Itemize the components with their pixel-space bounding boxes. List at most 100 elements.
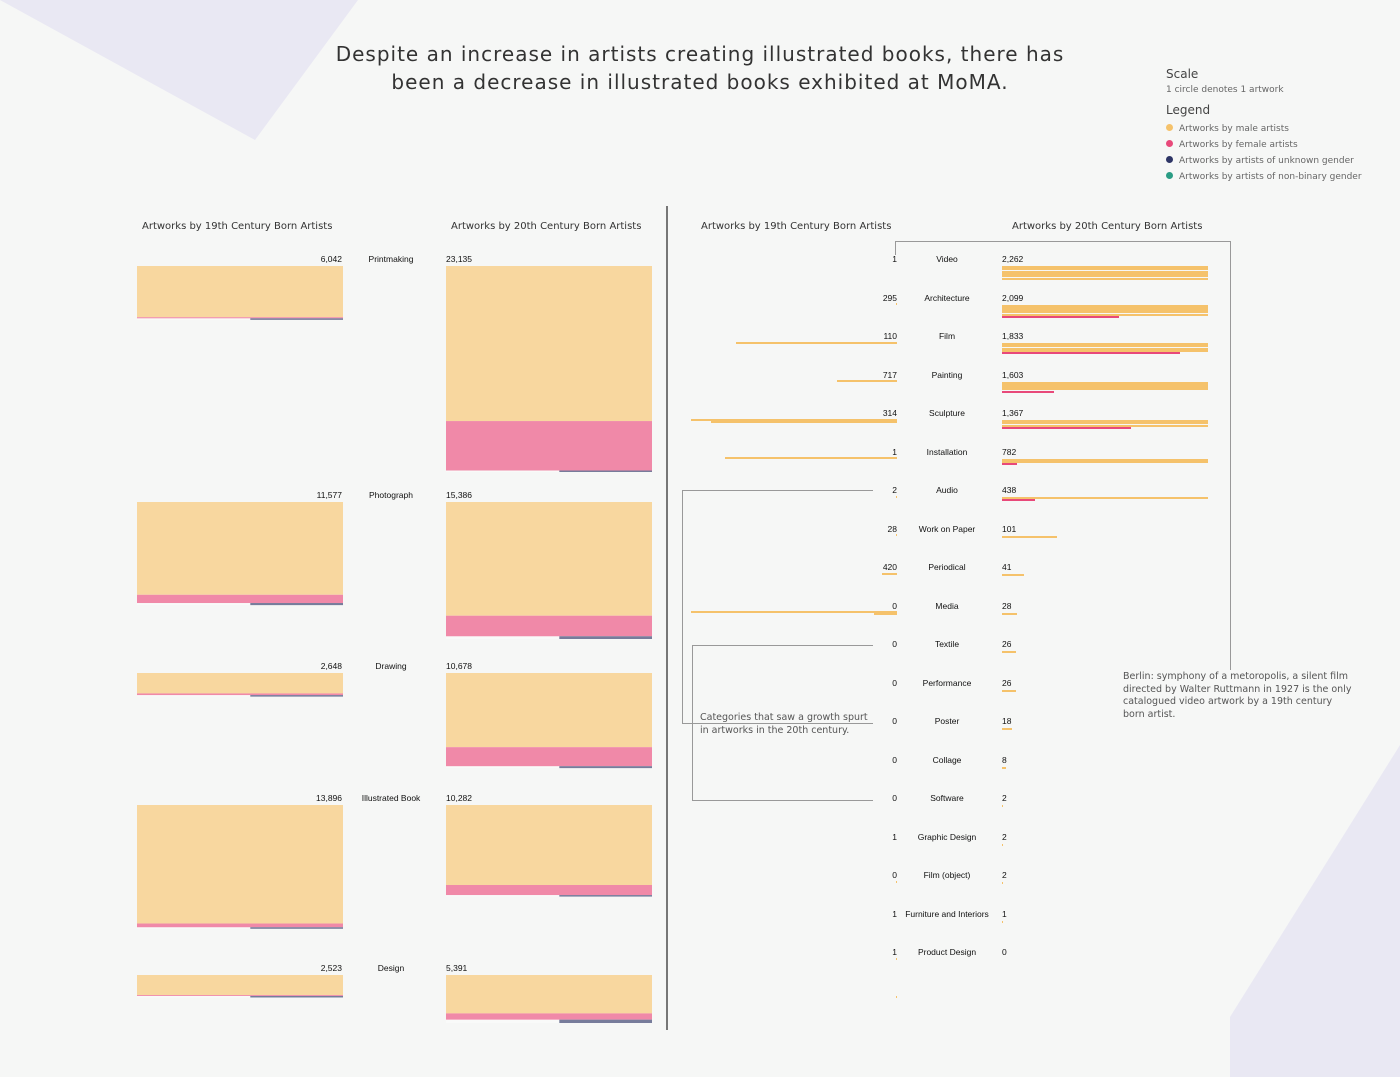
stripe-20th-video-1 [1002,268,1208,271]
stripe-19th-video-0 [896,303,897,305]
stripe-20th-installation-2 [1002,463,1018,466]
legend-item-label: Artworks by male artists [1179,124,1289,134]
stripe-20th-film-0 [1002,343,1208,345]
category-label-printmaking: Printmaking [368,254,414,264]
count-20th-work-on-paper: 101 [1002,523,1017,534]
count-20th-software: 2 [1002,793,1007,803]
waffle-19th-photograph-texture [137,502,343,606]
count-19th-painting: 717 [882,369,897,380]
count-19th-work-on-paper: 28 [887,523,897,534]
count-20th-collage: 8 [1002,754,1007,765]
count-19th-film: 110 [883,331,897,341]
category-label-periodical: Periodical [928,562,966,572]
count-20th-design: 5,391 [446,963,468,973]
scale-heading: Scale [1166,67,1199,81]
chart-title: Despite an increase in artists creating … [200,40,1200,96]
waffle-20th-drawing-texture [446,673,652,769]
waffle-19th-printmaking-texture [137,266,343,320]
count-20th-graphic-design: 2 [1002,831,1007,842]
count-20th-film: 1,833 [1002,331,1024,341]
legend-dot-icon [1166,156,1173,163]
category-label-textile: Textile [934,639,960,649]
stripe-20th-film-1 [1002,345,1208,348]
stripe-20th-architecture-3 [1002,311,1208,314]
stripe-19th-sculpture-0 [725,457,897,459]
annotation-growth-line-2: in artworks in the 20th century. [700,724,850,736]
stripe-20th-video-3 [1002,272,1208,275]
header-left-20th: Artworks by 20th Century Born Artists [451,221,642,232]
count-20th-photograph: 15,386 [446,490,472,500]
stripe-20th-film-3 [1002,349,1208,352]
stripe-20th-architecture-1 [1002,306,1208,309]
legend-item-1: Artworks by female artists [1166,137,1396,153]
legend-item-label: Artworks by artists of unknown gender [1179,156,1354,166]
stripe-19th-painting-0 [691,418,897,421]
waffle-20th-printmaking-texture [446,266,652,472]
stripe-20th-installation-1 [1002,460,1208,463]
stripe-20th-architecture-4 [1002,313,1208,316]
count-19th-software: 0 [892,793,897,803]
stripe-19th-periodical-0 [691,611,897,613]
stripe-20th-painting-2 [1002,386,1208,389]
stripe-20th-media-0 [1002,612,1018,615]
legend-dot-icon [1166,124,1173,131]
stripe-20th-painting-4 [1002,390,1054,393]
stripe-19th-product-design-0 [896,996,897,998]
background-triangle-bottom-right [1230,745,1400,1077]
stripe-20th-installation-0 [1002,458,1208,461]
count-19th-video: 1 [892,254,897,264]
stripe-20th-work-on-paper-0 [1002,535,1058,538]
category-label-drawing: Drawing [375,661,407,671]
count-20th-architecture: 2,099 [1002,292,1024,303]
stripe-20th-software-0 [1002,805,1004,807]
annotation-growth-line-1: Categories that saw a growth spurt [700,712,868,723]
background-triangle-top-left [0,0,358,140]
count-19th-sculpture: 314 [882,408,897,418]
header-left-19th: Artworks by 19th Century Born Artists [142,221,333,232]
legend-item-label: Artworks by female artists [1179,140,1298,150]
count-19th-audio: 2 [892,485,897,495]
stripe-20th-painting-3 [1002,388,1208,391]
count-19th-textile: 0 [892,639,897,649]
waffle-20th-photograph [446,502,652,640]
count-20th-video: 2,262 [1002,254,1024,264]
count-19th-drawing: 2,648 [320,661,342,671]
stripe-20th-periodical-0 [1002,574,1025,576]
count-19th-collage: 0 [892,754,897,765]
waffle-20th-drawing [446,673,652,769]
stripe-20th-sculpture-2 [1002,424,1208,427]
waffle-20th-photograph-texture [446,502,652,640]
stripe-20th-painting-1 [1002,383,1208,386]
category-label-film-object-: Film (object) [923,870,971,880]
stripe-20th-sculpture-1 [1002,422,1208,425]
stripe-20th-painting-0 [1002,381,1208,384]
count-19th-performance: 0 [892,677,897,688]
stripe-20th-video-0 [1002,266,1208,268]
count-20th-audio: 438 [1002,485,1017,495]
category-label-video: Video [936,254,958,264]
category-label-software: Software [930,793,964,803]
header-right-20th: Artworks by 20th Century Born Artists [1012,221,1203,232]
count-20th-furniture-and-interiors: 1 [1002,908,1007,919]
legend-items: Artworks by male artists Artworks by fema… [1166,121,1396,185]
stripe-20th-film-object--0 [1002,882,1004,884]
category-label-media: Media [935,600,959,611]
waffle-19th-illustrated-book [137,805,343,929]
legend-dot-icon [1166,140,1173,147]
stripe-19th-installation-0 [896,495,897,498]
count-19th-photograph: 11,577 [316,490,342,500]
stripe-20th-audio-0 [1002,497,1208,499]
category-label-design: Design [377,963,405,973]
waffle-19th-drawing-texture [137,673,343,697]
legend-item-3: Artworks by artists of non-binary gender [1166,169,1396,185]
stripe-20th-graphic-design-0 [1002,843,1004,846]
stripe-20th-architecture-2 [1002,309,1208,312]
category-label-installation: Installation [926,446,968,457]
annotation-berlin-line-3: catalogued video artwork by a 19th centu… [1123,696,1333,707]
count-19th-architecture: 295 [882,292,897,303]
stripe-20th-film-4 [1002,352,1180,355]
waffle-20th-design-texture [446,975,652,1024]
count-20th-illustrated-book: 10,282 [446,793,472,803]
stripe-20th-video-5 [1002,277,1208,280]
stripe-19th-film-0 [836,380,897,382]
